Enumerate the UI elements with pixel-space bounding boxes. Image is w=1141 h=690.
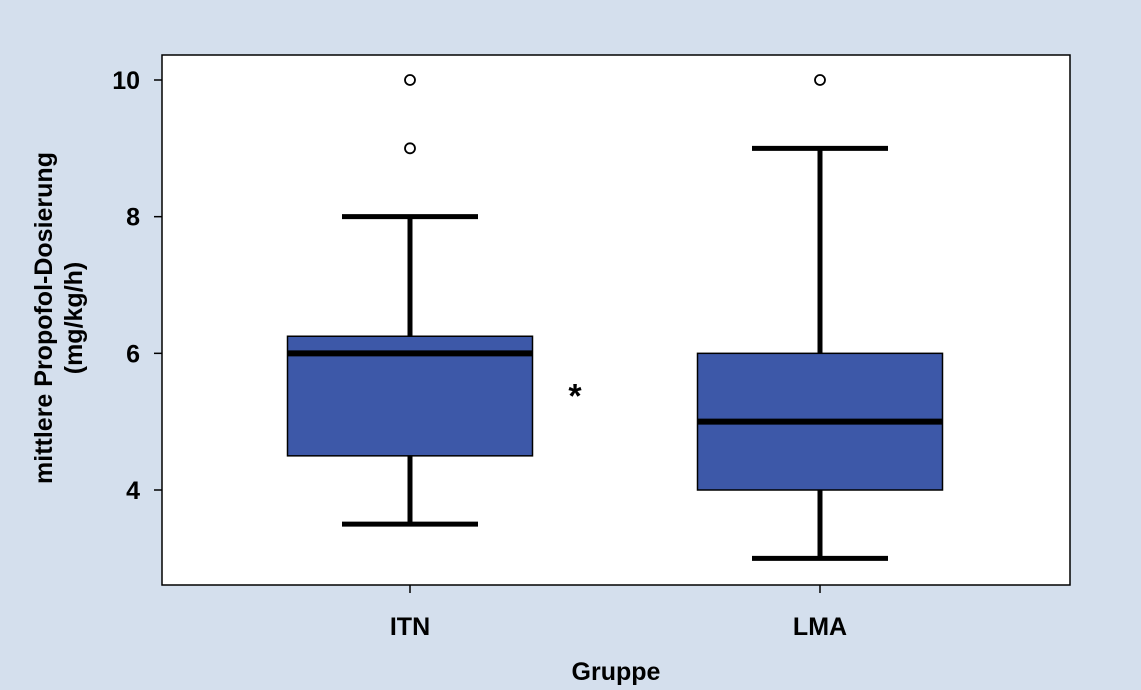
category-label: LMA — [793, 613, 847, 641]
box-lma — [696, 74, 944, 561]
y-axis-title-line-1: mittlere Propofol-Dosierung — [30, 152, 58, 484]
outlier-point — [814, 74, 826, 86]
y-tick-label: 6 — [126, 340, 140, 368]
y-tick-label: 8 — [126, 204, 140, 232]
significance-marker: * — [568, 378, 582, 416]
box-itn — [286, 74, 534, 527]
outlier-point — [404, 142, 416, 155]
y-tick-label: 10 — [112, 67, 140, 95]
plot-area — [161, 54, 1071, 586]
chart-marks: * — [286, 74, 944, 561]
outlier-point — [404, 74, 416, 86]
category-label: ITN — [390, 613, 430, 641]
x-axis-category-labels: ITN LMA — [390, 585, 847, 641]
y-axis-title-line-2: (mg/kg/h) — [60, 262, 88, 375]
x-axis-title: Gruppe — [572, 658, 661, 686]
y-axis-ticks: 4 6 8 10 — [112, 67, 162, 505]
y-tick-label: 4 — [126, 477, 140, 505]
